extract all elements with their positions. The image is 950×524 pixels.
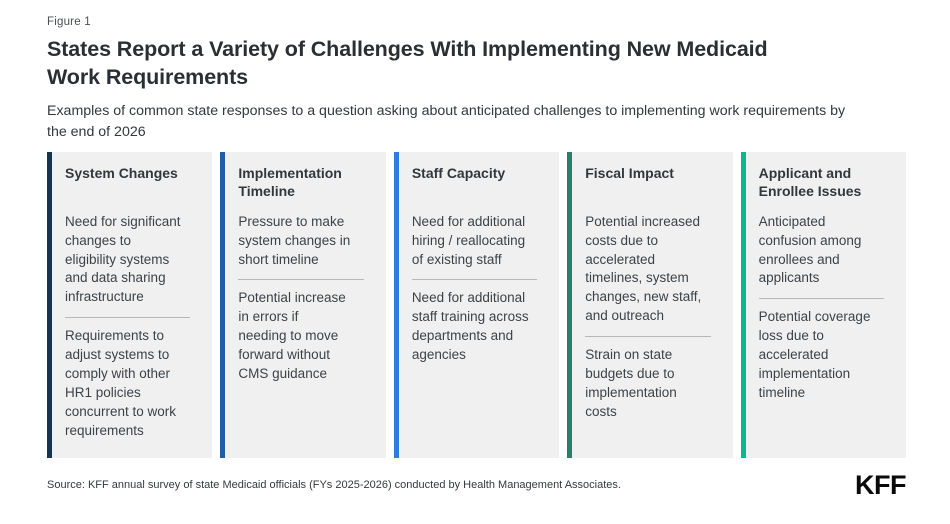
column-staff-capacity: Staff Capacity Need for additional hirin… — [393, 151, 560, 458]
challenge-item: Anticipated confusion among enrollees an… — [758, 213, 862, 286]
column-header: Applicant and Enrollee Issues — [758, 164, 862, 200]
column-header: Staff Capacity — [411, 164, 506, 181]
item-divider — [238, 279, 364, 281]
kff-logo: KFF — [855, 469, 906, 500]
challenge-item: Strain on state budgets due to implement… — [585, 347, 677, 419]
column-implementation-timeline: Implementation Timeline Pressure to make… — [220, 151, 386, 458]
column-header: Fiscal Impact — [585, 164, 674, 181]
figure-label: Figure 1 — [47, 16, 91, 28]
item-divider — [585, 336, 711, 338]
figure-footer: Source: KFF annual survey of state Medic… — [47, 469, 906, 500]
challenge-columns: System Changes Need for significant chan… — [47, 151, 907, 458]
column-header: Implementation Timeline — [238, 164, 342, 200]
source-note: Source: KFF annual survey of state Medic… — [47, 479, 621, 492]
item-divider — [411, 279, 538, 281]
column-header: System Changes — [65, 164, 178, 181]
challenge-item: Need for additional hiring / reallocatin… — [411, 213, 526, 267]
column-fiscal-impact: Fiscal Impact Potential increased costs … — [567, 151, 733, 458]
challenge-item: Need for additional staff training acros… — [411, 290, 529, 363]
challenge-item: Pressure to make system changes in short… — [238, 213, 351, 267]
challenge-item: Potential increase in errors if needing … — [238, 290, 346, 382]
challenge-item: Requirements to adjust systems to comply… — [65, 328, 177, 438]
figure-title: States Report a Variety of Challenges Wi… — [47, 37, 768, 90]
item-divider — [758, 298, 885, 300]
challenge-item: Need for significant changes to eligibil… — [65, 213, 181, 305]
challenge-item: Potential coverage loss due to accelerat… — [758, 309, 871, 400]
item-divider — [65, 317, 191, 319]
column-system-changes: System Changes Need for significant chan… — [47, 151, 213, 458]
figure-subtitle: Examples of common state responses to a … — [47, 102, 846, 140]
column-applicant-enrollee-issues: Applicant and Enrollee Issues Anticipate… — [740, 151, 907, 458]
challenge-item: Potential increased costs due to acceler… — [585, 213, 702, 324]
